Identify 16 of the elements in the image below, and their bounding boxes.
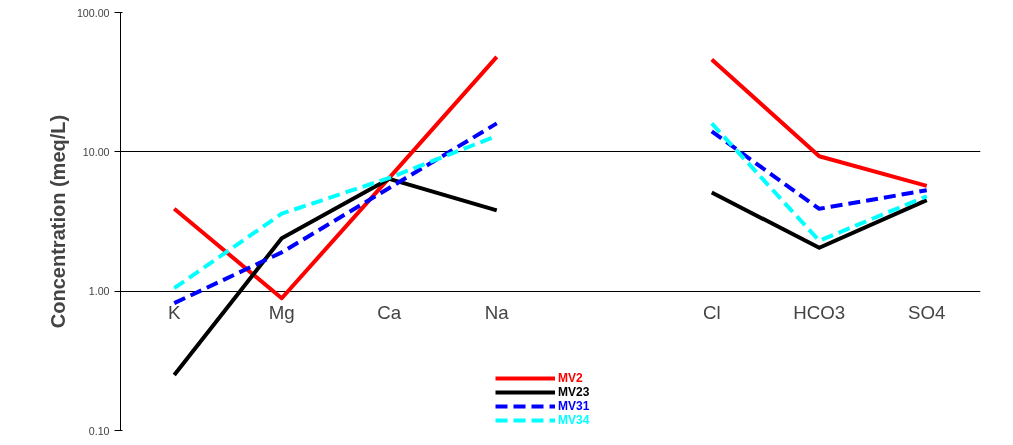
legend-label: MV2 [558, 371, 583, 385]
x-tick-label: Mg [268, 302, 295, 324]
y-tick-label: 100.00 [76, 6, 110, 19]
y-axis-title: Concentration (meq/L) [46, 114, 69, 329]
x-tick-label: K [168, 302, 182, 324]
x-tick-label: Ca [377, 302, 402, 324]
y-tick-label: 10.00 [82, 145, 110, 158]
legend-label: MV34 [558, 413, 590, 427]
x-tick-label: SO4 [908, 302, 946, 324]
y-tick-label: 0.10 [88, 424, 110, 437]
y-tick-label: 1.00 [88, 285, 110, 298]
legend-label: MV23 [558, 385, 590, 399]
legend-label: MV31 [558, 399, 590, 413]
x-tick-label: Cl [702, 302, 721, 324]
x-tick-label: HCO3 [793, 302, 846, 324]
x-tick-label: Na [484, 302, 510, 324]
